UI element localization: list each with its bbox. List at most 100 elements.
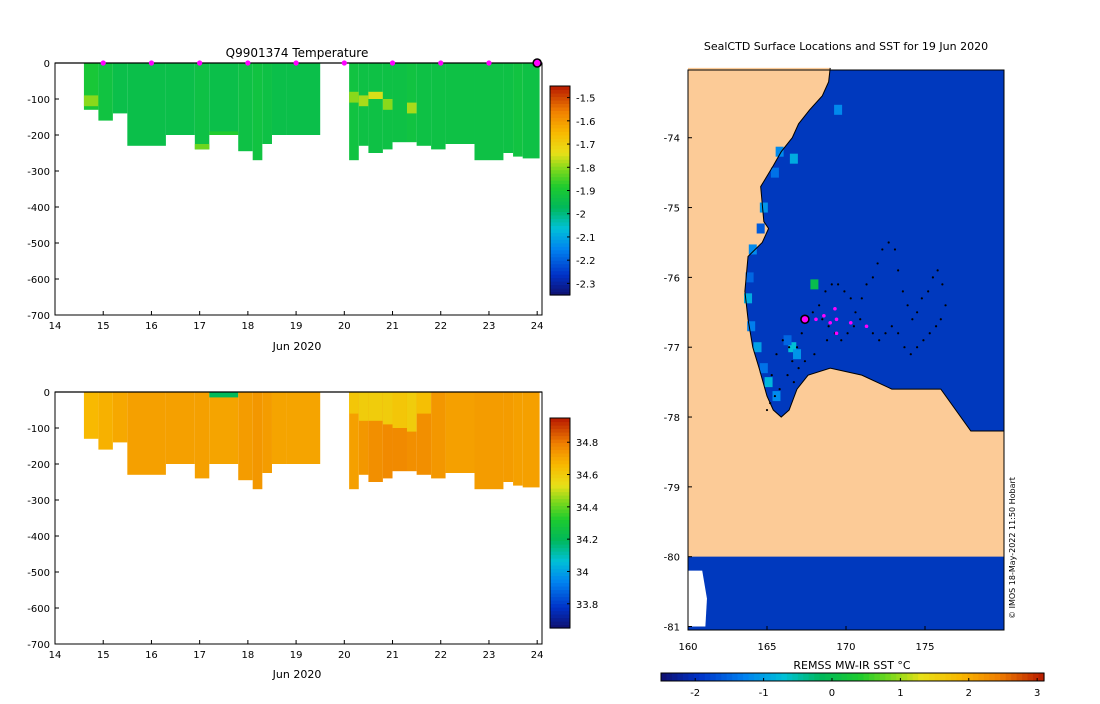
profile-column: [286, 63, 321, 135]
sst-colorbar-segment: [912, 673, 919, 681]
sst-colorbar-segment: [1016, 673, 1023, 681]
sst-colorbar-tick-label: 1: [897, 688, 903, 699]
profile-column: [503, 392, 514, 482]
colorbar-segment: [550, 439, 570, 444]
map-y-tick-label: -74: [664, 134, 680, 145]
profile-highlight: [349, 392, 359, 414]
track-point: [916, 311, 919, 314]
track-point: [865, 283, 868, 286]
colorbar-segment: [550, 435, 570, 440]
profile-column: [503, 63, 514, 153]
profile-highlight: [406, 102, 417, 114]
colorbar-segment: [550, 221, 570, 226]
profile-column: [252, 392, 263, 490]
sst-colorbar-segment: [726, 673, 733, 681]
no-data-region: [688, 570, 707, 627]
track-point: [909, 353, 912, 356]
profile-highlight: [349, 91, 359, 103]
profile-marker: [293, 60, 299, 66]
sst-colorbar-segment: [770, 673, 777, 681]
salinity-xlabel: Jun 2020: [272, 668, 322, 681]
colorbar-tick-label: -1.5: [576, 94, 596, 105]
colorbar-segment: [550, 103, 570, 108]
profile-marker: [197, 60, 203, 66]
sst-colorbar-segment: [940, 673, 947, 681]
map-y-tick-label: -80: [664, 553, 680, 564]
profile-column: [98, 63, 113, 121]
colorbar-segment: [550, 260, 570, 265]
colorbar-segment: [550, 551, 570, 556]
y-tick-label: -200: [27, 131, 50, 142]
sst-colorbar-segment: [737, 673, 744, 681]
colorbar-segment: [550, 554, 570, 559]
colorbar-tick-label: -2.1: [576, 233, 596, 244]
colorbar-segment: [550, 190, 570, 195]
colorbar-segment: [550, 246, 570, 251]
colorbar-segment: [550, 519, 570, 524]
sst-colorbar-segment: [956, 673, 963, 681]
track-point: [837, 283, 840, 286]
profile-column: [368, 63, 383, 153]
x-tick-label: 20: [338, 650, 351, 661]
magenta-point: [848, 320, 853, 325]
colorbar-tick-label: 34.6: [576, 471, 598, 482]
track-point: [931, 276, 935, 279]
colorbar-segment: [550, 537, 570, 542]
sst-colorbar-segment: [868, 673, 875, 681]
profile-marker: [148, 60, 155, 66]
magenta-point: [833, 307, 837, 311]
colorbar-segment: [550, 481, 570, 486]
colorbar-segment: [550, 253, 570, 258]
x-tick-label: 15: [97, 650, 110, 661]
colorbar-segment: [550, 453, 570, 458]
sst-colorbar-segment: [830, 673, 837, 681]
sst-colorbar-segment: [978, 673, 985, 681]
sst-colorbar-segment: [699, 673, 706, 681]
profile-column: [165, 392, 195, 464]
track-point: [897, 269, 900, 272]
colorbar-segment: [550, 169, 570, 174]
profile-highlight: [358, 392, 369, 421]
colorbar-segment: [550, 442, 570, 447]
colorbar-segment: [550, 270, 570, 275]
colorbar-segment: [550, 617, 570, 622]
y-tick-label: -300: [27, 496, 50, 507]
profile-marker: [438, 60, 444, 66]
x-tick-label: 23: [483, 321, 496, 332]
sst-colorbar-segment: [1022, 673, 1029, 681]
y-tick-label: -700: [27, 311, 50, 322]
sst-colorbar-segment: [814, 673, 821, 681]
magenta-point: [828, 320, 832, 325]
sst-colorbar-segment: [972, 673, 979, 681]
sst-colorbar-segment: [847, 673, 854, 681]
sst-colorbar-segment: [983, 673, 990, 681]
colorbar-tick-label: 34: [576, 567, 589, 578]
track-point: [791, 360, 794, 363]
sst-colorbar-segment: [929, 673, 936, 681]
sst-colorbar-segment: [803, 673, 810, 681]
colorbar-segment: [550, 449, 570, 454]
colorbar-segment: [550, 127, 570, 132]
y-tick-label: -100: [27, 424, 50, 435]
profile-highlight: [368, 392, 383, 421]
sst-colorbar-segment: [792, 673, 799, 681]
sst-colorbar-segment: [759, 673, 766, 681]
colorbar-segment: [550, 281, 570, 286]
sst-colorbar-segment: [934, 673, 941, 681]
sst-colorbar-frame: [660, 672, 1045, 682]
profile-column: [262, 63, 272, 144]
profile-column: [83, 392, 99, 439]
profile-column: [271, 63, 287, 135]
sst-colorbar-segment: [754, 673, 761, 681]
colorbar-segment: [550, 134, 570, 139]
colorbar-segment: [550, 561, 570, 566]
y-tick-label: -200: [27, 460, 50, 471]
salinity-panel: 14 15 16 17 18 19 20 21 22 23 24 0 -100 -200 -300 -400 -…: [27, 388, 598, 661]
map-y-tick-label: -79: [664, 483, 680, 494]
colorbar-segment: [550, 138, 570, 143]
colorbar-segment: [550, 228, 570, 233]
colorbar-segment: [550, 239, 570, 244]
colorbar-segment: [550, 207, 570, 212]
track-point: [827, 325, 830, 328]
colorbar-segment: [550, 488, 570, 493]
